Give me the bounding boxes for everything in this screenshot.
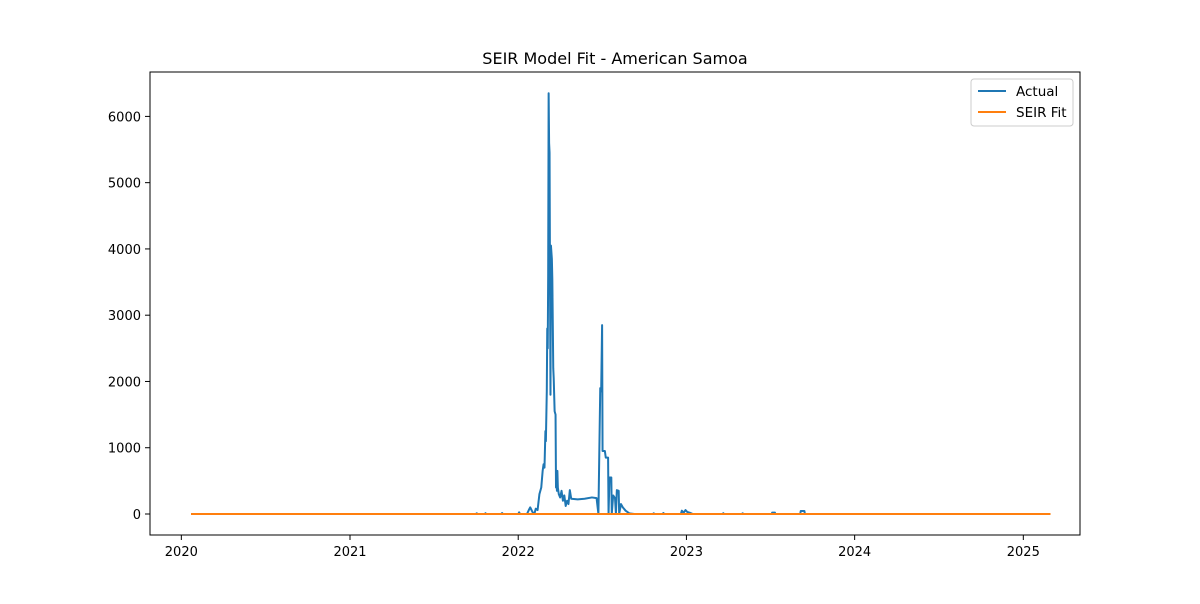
y-tick-label: 0: [133, 508, 141, 523]
x-tick-label: 2020: [165, 545, 198, 560]
legend: Actual SEIR Fit: [970, 78, 1074, 127]
legend-label-actual: Actual: [1016, 84, 1058, 100]
series-line-actual: [191, 92, 1051, 515]
x-axis: 2020 2021 2022 2023 2024 2025: [165, 535, 1040, 560]
x-tick-label: 2025: [1007, 545, 1040, 560]
y-tick-label: 6000: [108, 110, 141, 125]
y-tick-label: 2000: [108, 375, 141, 390]
plot-frame: [149, 71, 1081, 536]
chart-title: SEIR Model Fit - American Samoa: [482, 49, 747, 68]
y-tick-label: 1000: [108, 442, 141, 457]
y-tick-label: 5000: [108, 177, 141, 192]
y-axis: 0 1000 2000 3000 4000 5000 6000: [108, 110, 150, 523]
y-tick-label: 3000: [108, 309, 141, 324]
legend-label-seir-fit: SEIR Fit: [1016, 105, 1067, 121]
x-tick-label: 2021: [333, 545, 366, 560]
x-tick-label: 2023: [670, 545, 703, 560]
x-tick-label: 2022: [502, 545, 535, 560]
y-tick-label: 4000: [108, 243, 141, 258]
series-layer: [191, 92, 1051, 515]
x-tick-label: 2024: [838, 545, 871, 560]
